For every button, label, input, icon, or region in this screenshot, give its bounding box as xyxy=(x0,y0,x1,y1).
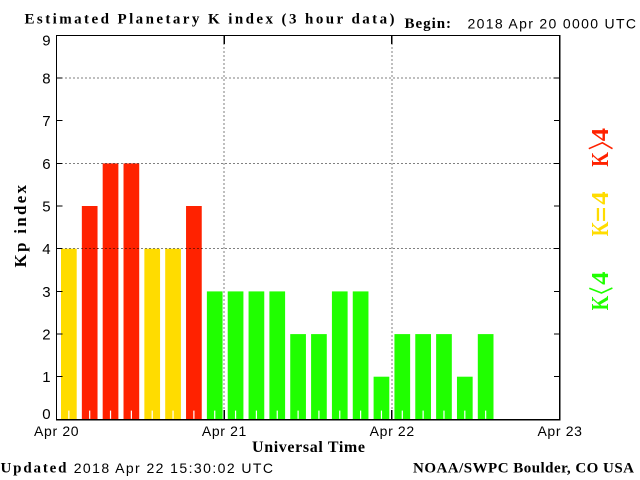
svg-text:1: 1 xyxy=(42,369,50,386)
svg-text:5: 5 xyxy=(42,199,50,216)
svg-text:8: 8 xyxy=(42,71,50,88)
svg-text:Updated: Updated xyxy=(1,461,68,477)
svg-text:7: 7 xyxy=(42,113,50,130)
svg-text:2018 Apr 22 15:30:02 UTC: 2018 Apr 22 15:30:02 UTC xyxy=(74,460,273,476)
svg-text:Apr 23: Apr 23 xyxy=(537,423,582,439)
svg-text:4: 4 xyxy=(42,241,50,258)
svg-text:6: 6 xyxy=(42,156,50,173)
svg-text:K: K xyxy=(588,221,614,236)
svg-text:Apr 20: Apr 20 xyxy=(34,423,79,439)
svg-text:Estimated Planetary K index (3: Estimated Planetary K index (3 hour data… xyxy=(25,11,395,27)
svg-text:2: 2 xyxy=(42,327,50,344)
svg-text:Universal Time: Universal Time xyxy=(252,439,365,456)
svg-text:4: 4 xyxy=(588,128,614,141)
svg-text:0: 0 xyxy=(42,406,50,423)
svg-text:9: 9 xyxy=(42,33,50,50)
svg-text:K: K xyxy=(588,296,614,311)
svg-text:4: 4 xyxy=(588,192,614,205)
svg-text:K: K xyxy=(588,152,614,167)
svg-text:NOAA/SWPC Boulder, CO USA: NOAA/SWPC Boulder, CO USA xyxy=(413,461,634,477)
svg-text:3: 3 xyxy=(42,284,50,301)
svg-text:Apr 22: Apr 22 xyxy=(370,423,415,439)
svg-text:Begin:: Begin: xyxy=(405,16,452,32)
svg-text:4: 4 xyxy=(588,272,614,285)
svg-text:2018 Apr 20 0000 UTC: 2018 Apr 20 0000 UTC xyxy=(468,15,637,31)
svg-text:Kp index: Kp index xyxy=(11,185,30,268)
svg-text:Apr 21: Apr 21 xyxy=(202,423,247,439)
